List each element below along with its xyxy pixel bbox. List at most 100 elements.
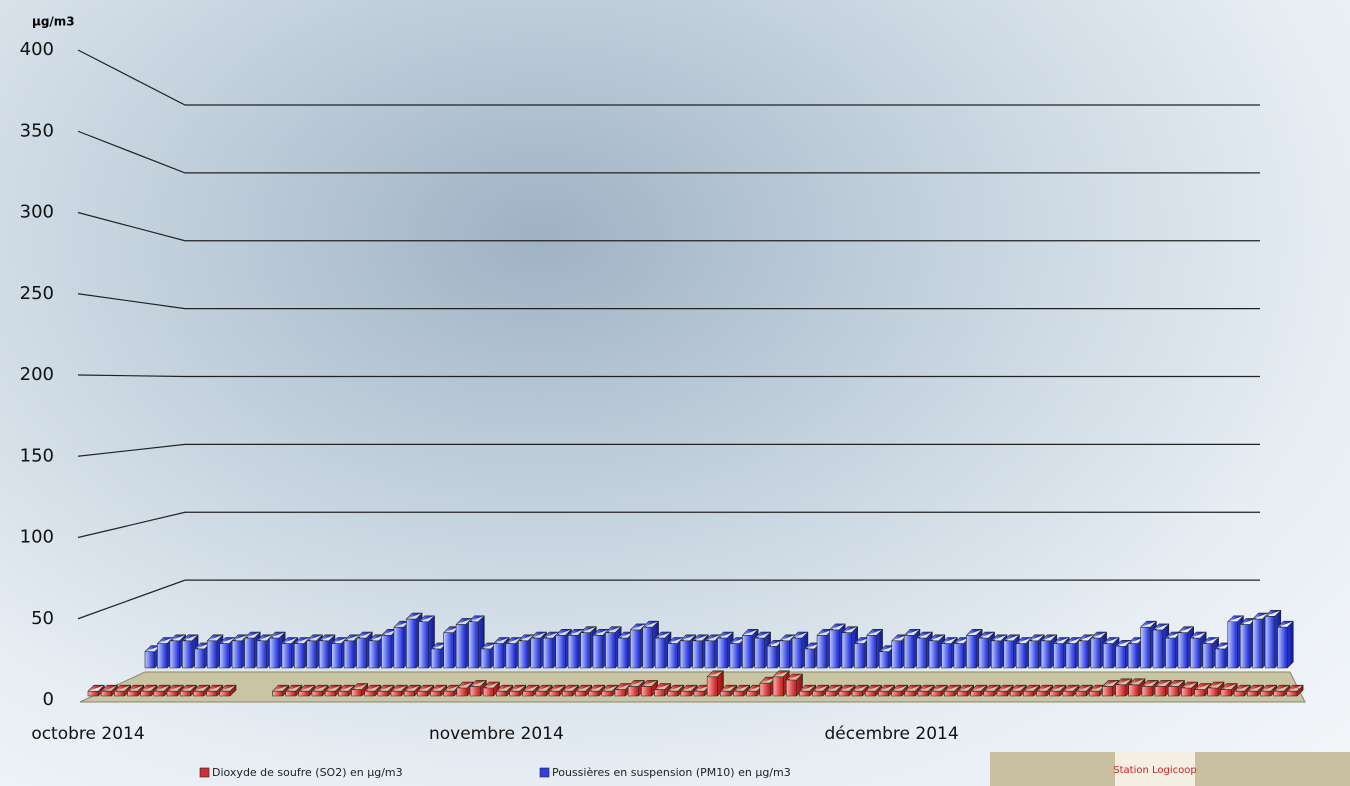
y-tick-label: 350: [20, 120, 54, 141]
bar: [617, 631, 634, 669]
bar: [941, 637, 958, 669]
bar: [785, 673, 803, 697]
bar: [1286, 684, 1304, 697]
bar: [692, 634, 709, 669]
bar: [928, 634, 946, 669]
bar: [318, 634, 336, 669]
bar: [891, 634, 908, 669]
y-tick-label: 100: [20, 527, 54, 548]
bar: [1273, 684, 1291, 697]
bar: [1103, 637, 1120, 669]
bar: [87, 684, 105, 697]
bar: [1227, 615, 1244, 669]
bar: [1194, 683, 1212, 697]
grid-line: [77, 130, 1260, 174]
bar: [555, 629, 572, 669]
x-tick-label: novembre 2014: [429, 724, 564, 744]
bar: [1202, 637, 1219, 669]
bar: [627, 680, 645, 697]
bar: [1009, 684, 1027, 697]
bar: [1003, 634, 1020, 669]
bar: [548, 684, 566, 697]
y-tick-label: 400: [20, 39, 54, 60]
bar: [878, 684, 896, 697]
y-tick-label: 150: [20, 445, 54, 466]
bar: [368, 634, 386, 669]
bar: [1141, 680, 1159, 697]
legend-swatch: [199, 767, 210, 778]
bar: [1190, 631, 1207, 669]
y-tick-label: 250: [20, 283, 54, 304]
bar: [944, 684, 961, 697]
bar: [298, 684, 316, 697]
bar: [654, 683, 672, 697]
bar: [791, 631, 809, 669]
bar: [970, 684, 988, 697]
bar: [841, 626, 858, 669]
bar: [838, 684, 856, 697]
bar: [1049, 684, 1067, 697]
bar: [393, 620, 410, 669]
bar: [179, 684, 197, 697]
y-tick-label: 0: [43, 689, 54, 710]
grid-line: [77, 443, 1260, 457]
bar: [306, 634, 323, 669]
bar: [1128, 678, 1146, 697]
bar: [903, 629, 921, 669]
grid-line: [77, 511, 1260, 539]
bar: [244, 631, 261, 669]
bar: [418, 615, 435, 669]
bar: [866, 629, 883, 669]
bar: [1036, 684, 1054, 697]
bar: [772, 670, 790, 697]
bar: [530, 631, 547, 669]
bar: [1167, 680, 1185, 697]
bar: [285, 684, 303, 697]
bar: [766, 639, 784, 669]
bar: [272, 684, 290, 697]
bar: [966, 629, 983, 669]
bar: [851, 684, 869, 697]
legend-label: Dioxyde de soufre (SO2) en µg/m3: [212, 766, 403, 779]
inset-label: Station Logicoop: [1113, 765, 1196, 776]
bar: [706, 670, 724, 697]
bar: [535, 684, 553, 697]
bar: [957, 684, 975, 697]
bar: [1075, 684, 1093, 697]
x-tick-label: décembre 2014: [825, 724, 959, 744]
bar: [127, 684, 145, 697]
grid-line: [77, 374, 1260, 378]
bar: [983, 684, 1001, 697]
bar: [153, 684, 171, 697]
bar: [605, 626, 622, 669]
bar: [390, 684, 408, 697]
bar: [469, 680, 487, 697]
bar: [878, 645, 896, 669]
bar: [1152, 623, 1170, 669]
bar: [754, 631, 771, 669]
bar: [1140, 620, 1157, 669]
bar: [1053, 637, 1070, 669]
bar: [294, 637, 311, 669]
y-tick-label: 50: [31, 608, 54, 629]
bar: [720, 684, 737, 697]
bar: [642, 620, 659, 669]
bar: [522, 684, 540, 697]
bar: [403, 684, 421, 697]
bar: [1115, 639, 1132, 669]
bar: [641, 680, 658, 697]
bar: [377, 684, 395, 697]
bar: [114, 684, 131, 697]
bar: [406, 612, 423, 669]
bar: [1062, 684, 1080, 697]
bar: [891, 684, 909, 697]
y-axis-label: µg/m3: [32, 15, 75, 29]
bar: [829, 623, 846, 669]
bar: [509, 684, 527, 697]
bar: [575, 684, 593, 697]
bar: [166, 684, 184, 697]
bar: [1207, 681, 1225, 697]
bar: [561, 684, 579, 697]
bar: [1264, 610, 1282, 669]
